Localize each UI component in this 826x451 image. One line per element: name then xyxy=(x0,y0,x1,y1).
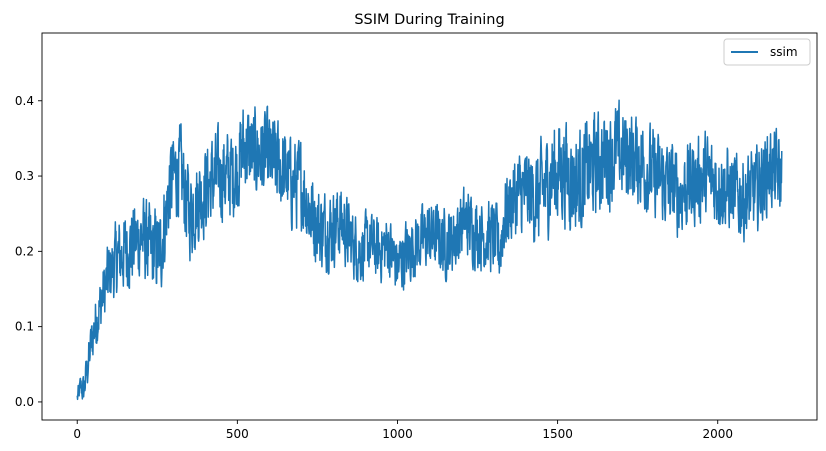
axes-frame xyxy=(41,32,818,421)
axes: 0 500 1000 1500 2000 0.0 0.1 0.2 0.3 0.4 xyxy=(15,32,818,441)
plot-area xyxy=(42,33,817,420)
y-tick-label: 0.0 xyxy=(15,395,34,409)
legend: ssim xyxy=(723,38,811,66)
legend-entry-ssim: ssim xyxy=(770,45,798,59)
series-line-ssim xyxy=(76,99,783,401)
x-tick-label: 0 xyxy=(73,427,81,441)
series-layer xyxy=(76,99,783,401)
y-tick-label: 0.4 xyxy=(15,94,34,108)
y-tick-label: 0.2 xyxy=(15,244,34,258)
y-tick-label: 0.3 xyxy=(15,169,34,183)
x-tick-label: 2000 xyxy=(702,427,733,441)
chart-title: SSIM During Training xyxy=(354,12,504,28)
legend-box xyxy=(723,38,811,66)
y-tick-label: 0.1 xyxy=(15,320,34,334)
x-tick-label: 1000 xyxy=(382,427,413,441)
x-tick-label: 500 xyxy=(226,427,249,441)
x-tick-label: 1500 xyxy=(542,427,573,441)
